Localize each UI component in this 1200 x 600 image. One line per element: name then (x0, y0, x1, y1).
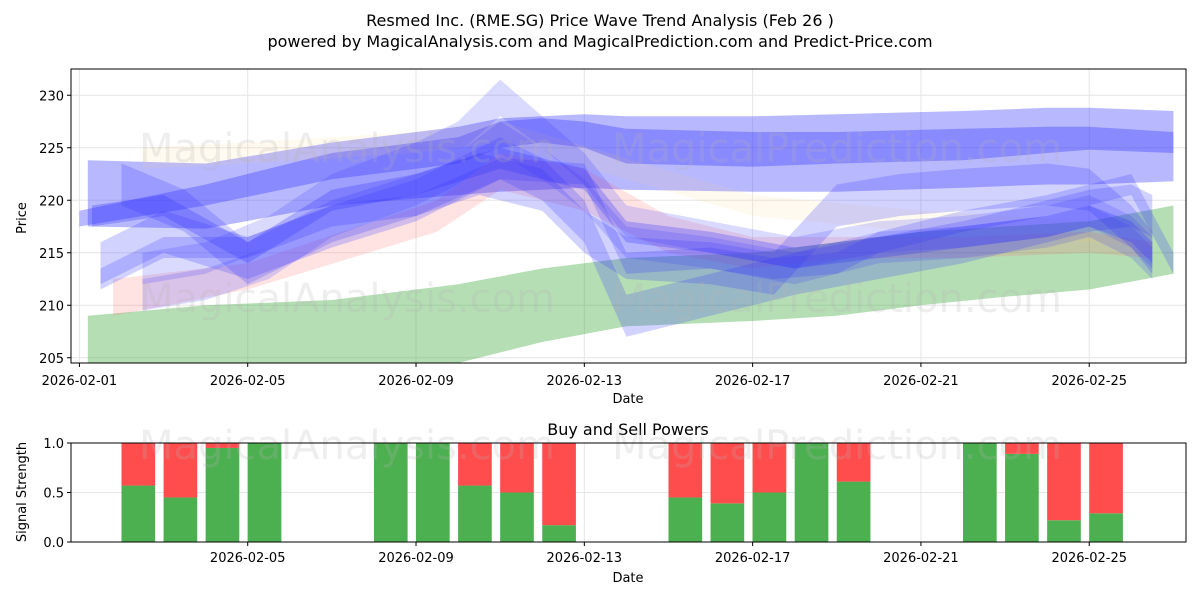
price-x-tick-label: 2026-02-25 (1051, 374, 1127, 389)
signal-x-tick-label: 2026-02-13 (547, 551, 623, 566)
red-band (113, 153, 1153, 316)
price-y-tick-label: 220 (39, 194, 64, 209)
price-watermarks: MagicalAnalysis.com MagicalPrediction.co… (139, 126, 1062, 322)
chart-title-line2: powered by MagicalAnalysis.com and Magic… (267, 32, 932, 51)
sell-bar (1005, 443, 1039, 454)
signal-x-axis-label: Date (612, 571, 643, 586)
price-y-tick-label: 210 (39, 299, 64, 314)
signal-y-axis-label: Signal Strength (15, 442, 30, 542)
signal-y-tick-label: 1.0 (43, 437, 64, 452)
price-x-tick-label: 2026-02-05 (210, 374, 286, 389)
buy-bar (963, 443, 997, 542)
buy-bar (1047, 520, 1081, 542)
signal-y-tick-label: 0.5 (43, 487, 64, 502)
signal-axis-ticks: 0.0 0.5 1.0 2026-02-05 2026-02-09 2026-02-13 2… (43, 437, 1127, 566)
buy-bar (794, 443, 829, 542)
buy-bar (668, 497, 703, 542)
signal-x-tick-label: 2026-02-17 (715, 551, 791, 566)
price-plot-frame (70, 68, 1187, 364)
sell-bar (163, 443, 198, 498)
wide-blue-band (87, 107, 1174, 229)
buy-bar (247, 443, 282, 542)
watermark-bottom-left: MagicalAnalysis.com (139, 423, 555, 469)
sell-bar (752, 443, 787, 493)
wave-5 (100, 158, 1174, 290)
wave-3 (100, 137, 1153, 337)
buy-bar (542, 525, 576, 542)
watermark-mid-left: MagicalAnalysis.com (139, 276, 555, 322)
signal-bars (121, 443, 1123, 542)
buy-bar (416, 443, 450, 542)
price-axis-ticks: 205 210 215 220 225 230 2026-02-01 2026-02-05 20… (39, 89, 1127, 389)
sell-bar (458, 443, 492, 486)
buy-bar (1005, 453, 1039, 542)
buy-bar (373, 443, 408, 542)
signal-y-tick-label: 0.0 (43, 536, 64, 551)
price-x-tick-label: 2026-02-17 (715, 374, 791, 389)
price-x-tick-label: 2026-02-09 (378, 374, 454, 389)
watermark-bottom-right: MagicalPrediction.com (612, 423, 1062, 469)
price-y-tick-label: 230 (39, 89, 64, 104)
sell-bar (542, 443, 576, 526)
sell-bar (500, 443, 534, 493)
price-x-axis-label: Date (612, 392, 643, 407)
price-y-tick-label: 215 (39, 247, 64, 262)
buy-bar (1089, 513, 1123, 542)
buy-bar (752, 492, 787, 542)
price-x-tick-label: 2026-02-13 (547, 374, 623, 389)
buy-bar (836, 481, 871, 542)
sell-bar (205, 443, 240, 448)
buy-bar (121, 485, 156, 542)
wave-6 (92, 147, 1153, 269)
price-y-tick-label: 205 (39, 352, 64, 367)
mid-blue-band (79, 118, 1174, 227)
price-x-tick-label: 2026-02-01 (42, 374, 118, 389)
sell-bar (668, 443, 703, 498)
buy-bar (710, 503, 745, 542)
signal-watermarks: MagicalAnalysis.com MagicalPrediction.co… (139, 423, 1062, 469)
orange-band (142, 121, 1153, 248)
sell-bar (1047, 443, 1081, 521)
green-band (87, 205, 1174, 363)
watermark-top-left: MagicalAnalysis.com (139, 126, 555, 172)
wave-2 (142, 121, 1153, 311)
sell-bar (836, 443, 871, 482)
buy-bar (205, 447, 240, 542)
price-y-axis-label: Price (15, 202, 30, 234)
signal-panel-title: Buy and Sell Powers (547, 420, 709, 439)
price-bands (79, 107, 1174, 363)
watermark-mid-right: MagicalPrediction.com (612, 276, 1062, 322)
sell-bar (1089, 443, 1123, 514)
watermark-top-right: MagicalPrediction.com (612, 126, 1062, 172)
price-waves (92, 79, 1174, 337)
chart-title-line1: Resmed Inc. (RME.SG) Price Wave Trend An… (366, 11, 834, 30)
buy-bar (458, 485, 492, 542)
price-y-tick-label: 225 (39, 142, 64, 157)
price-x-tick-label: 2026-02-21 (883, 374, 959, 389)
sell-bar (710, 443, 745, 504)
signal-x-tick-label: 2026-02-25 (1051, 551, 1127, 566)
buy-bar (163, 497, 198, 542)
wave-1 (142, 79, 1153, 285)
signal-x-tick-label: 2026-02-09 (378, 551, 454, 566)
signal-x-tick-label: 2026-02-21 (883, 551, 959, 566)
buy-bar (500, 492, 534, 542)
price-grid (71, 69, 1186, 363)
wave-4 (121, 153, 1153, 295)
signal-x-tick-label: 2026-02-05 (210, 551, 286, 566)
sell-bar (121, 443, 156, 486)
